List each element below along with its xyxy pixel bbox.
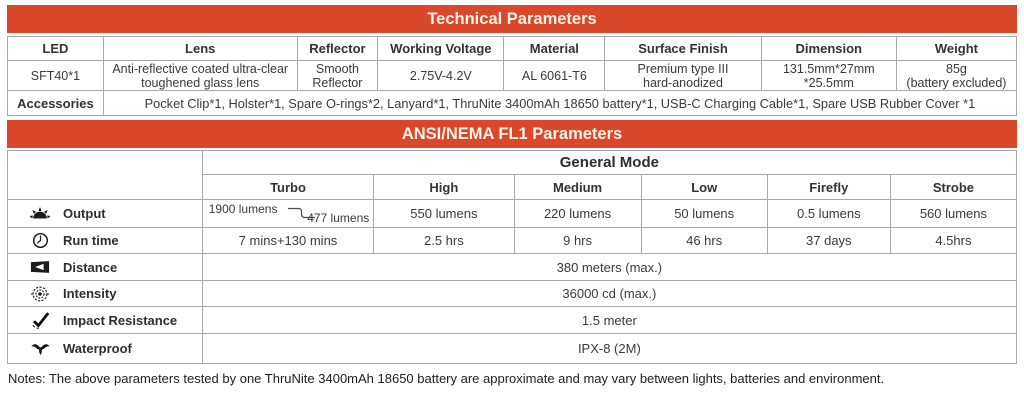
runtime-high: 2.5 hrs: [373, 227, 515, 254]
waterproof-value: IPX-8 (2M): [201, 333, 1018, 364]
header-surface-finish: Surface Finish: [604, 36, 762, 61]
distance-row: Distance 380 meters (max.): [7, 253, 1018, 281]
header-weight: Weight: [895, 36, 1018, 61]
intensity-label: Intensity: [63, 286, 117, 301]
output-low: 50 lumens: [640, 199, 768, 228]
header-working-voltage: Working Voltage: [377, 36, 505, 61]
runtime-medium: 9 hrs: [513, 227, 642, 254]
output-turbo-start: 1900 lumens: [208, 202, 278, 216]
stepdown-line: [287, 207, 315, 219]
general-mode-header: General Mode: [201, 150, 1018, 175]
value-weight: 85g (battery excluded): [895, 60, 1018, 91]
value-surface-finish: Premium type III hard-anodized: [604, 60, 762, 91]
mode-high: High: [373, 174, 515, 200]
runtime-label-cell: Run time: [7, 227, 203, 254]
accessories-row: Accessories Pocket Clip*1, Holster*1, Sp…: [7, 90, 1018, 116]
impact-value: 1.5 meter: [201, 306, 1018, 334]
runtime-label: Run time: [63, 233, 119, 248]
value-led: SFT40*1: [7, 60, 104, 91]
gear-icon: [29, 206, 51, 221]
impact-resistance-row: Impact Resistance 1.5 meter: [7, 306, 1018, 334]
output-label-cell: Output: [7, 199, 203, 228]
checkmark-icon: [29, 311, 51, 329]
runtime-strobe: 4.5hrs: [889, 227, 1018, 254]
mode-firefly: Firefly: [766, 174, 891, 200]
header-dimension: Dimension: [760, 36, 897, 61]
output-high: 550 lumens: [373, 199, 515, 228]
value-material: AL 6061-T6: [503, 60, 606, 91]
beam-icon: [29, 260, 51, 274]
impact-label-cell: Impact Resistance: [7, 306, 203, 334]
value-working-voltage: 2.75V-4.2V: [377, 60, 505, 91]
clock-icon: [29, 232, 51, 249]
output-label: Output: [63, 206, 106, 221]
blank-corner-cell: [7, 150, 203, 200]
target-icon: [29, 285, 51, 303]
distance-value: 380 meters (max.): [201, 253, 1018, 281]
accessories-value: Pocket Clip*1, Holster*1, Spare O-rings*…: [102, 90, 1018, 116]
value-reflector: Smooth Reflector: [296, 60, 379, 91]
tech-values-row: SFT40*1 Anti-reflective coated ultra-cle…: [7, 60, 1018, 91]
technical-parameters-table: LED Lens Reflector Working Voltage Mater…: [7, 36, 1018, 116]
mode-turbo: Turbo: [201, 174, 375, 200]
output-turbo-stepdown: 477 lumens: [307, 211, 370, 225]
group-header-row: General Mode: [7, 150, 1018, 200]
value-dimension: 131.5mm*27mm *25.5mm: [760, 60, 897, 91]
fl1-parameters-table: General Mode Turbo High Medium Low Firef…: [7, 150, 1018, 364]
runtime-turbo: 7 mins+130 mins: [201, 227, 375, 254]
fl1-parameters-title: ANSI/NEMA FL1 Parameters: [401, 125, 623, 143]
output-medium: 220 lumens: [513, 199, 642, 228]
header-led: LED: [7, 36, 104, 61]
intensity-value: 36000 cd (max.): [201, 280, 1018, 307]
runtime-firefly: 37 days: [766, 227, 891, 254]
tech-header-row: LED Lens Reflector Working Voltage Mater…: [7, 36, 1018, 61]
output-strobe: 560 lumens: [889, 199, 1018, 228]
impact-label: Impact Resistance: [63, 312, 178, 328]
distance-label: Distance: [63, 259, 118, 275]
runtime-low: 46 hrs: [640, 227, 768, 254]
header-lens: Lens: [102, 36, 298, 61]
waterproof-row: Waterproof IPX-8 (2M): [7, 333, 1018, 364]
value-lens: Anti-reflective coated ultra-clear tough…: [102, 60, 298, 91]
notes-text: Notes: The above parameters tested by on…: [8, 371, 885, 386]
header-reflector: Reflector: [296, 36, 379, 61]
water-splash-icon: [29, 341, 51, 356]
runtime-row: Run time 7 mins+130 mins 2.5 hrs 9 hrs 4…: [7, 227, 1018, 254]
output-row: Output 1900 lumens 477 lumens 550 lumens…: [7, 199, 1018, 228]
waterproof-label: Waterproof: [63, 341, 132, 356]
waterproof-label-cell: Waterproof: [7, 333, 203, 364]
intensity-label-cell: Intensity: [7, 280, 203, 307]
output-firefly: 0.5 lumens: [766, 199, 891, 228]
technical-parameters-title: Technical Parameters: [427, 10, 597, 28]
mode-medium: Medium: [513, 174, 642, 200]
mode-low: Low: [640, 174, 768, 200]
fl1-parameters-banner: ANSI/NEMA FL1 Parameters: [7, 120, 1017, 148]
mode-header-row: Turbo High Medium Low Firefly Strobe: [8, 174, 1018, 200]
header-material: Material: [503, 36, 606, 61]
intensity-row: Intensity 36000 cd (max.): [7, 280, 1018, 307]
output-turbo-cell: 1900 lumens 477 lumens: [201, 199, 375, 228]
accessories-label: Accessories: [7, 90, 104, 116]
technical-parameters-banner: Technical Parameters: [7, 5, 1017, 33]
mode-strobe: Strobe: [889, 174, 1018, 200]
distance-label-cell: Distance: [7, 253, 203, 281]
